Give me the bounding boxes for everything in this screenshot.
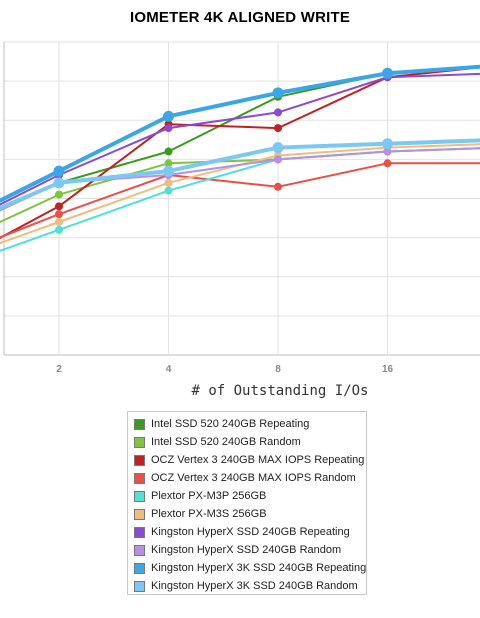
legend-label: Kingston HyperX SSD 240GB Repeating	[151, 526, 350, 538]
data-point	[164, 159, 173, 168]
legend-swatch	[134, 490, 145, 502]
legend-item: Kingston HyperX SSD 240GB Repeating	[128, 523, 366, 541]
data-point	[163, 110, 174, 122]
series-line	[0, 66, 480, 240]
data-point	[53, 165, 65, 177]
data-point	[272, 142, 284, 154]
legend-swatch	[134, 418, 145, 430]
data-point	[383, 147, 392, 156]
legend-item: OCZ Vertex 3 240GB MAX IOPS Random	[128, 469, 366, 487]
data-point	[274, 124, 282, 133]
chart-legend: Intel SSD 520 240GB Repeating Intel SSD 5…	[127, 411, 367, 595]
x-tick-label: 16	[382, 364, 394, 375]
legend-item: OCZ Vertex 3 240GB MAX IOPS Repeating	[128, 451, 366, 469]
x-axis-label: # of Outstanding I/Os	[191, 383, 369, 399]
data-point	[164, 178, 173, 187]
x-tick-labels: 2 4 8 16	[56, 364, 393, 375]
legend-label: Intel SSD 520 240GB Repeating	[151, 418, 310, 430]
x-tick-label: 4	[166, 364, 172, 375]
series-line	[0, 64, 480, 203]
data-point	[55, 202, 63, 211]
data-point	[272, 87, 284, 99]
legend-label: OCZ Vertex 3 240GB MAX IOPS Repeating	[151, 454, 365, 466]
legend-swatch	[134, 472, 145, 484]
legend-item: Intel SSD 520 240GB Random	[128, 433, 366, 451]
chart-title: IOMETER 4K ALIGNED WRITE	[129, 9, 351, 26]
legend-item: Plextor PX-M3S 256GB	[128, 505, 366, 523]
series-5	[0, 143, 480, 245]
data-point	[164, 186, 173, 195]
series-line	[0, 138, 480, 211]
legend-label: Plextor PX-M3S 256GB	[151, 508, 267, 520]
legend-swatch	[134, 436, 145, 448]
legend-item: Kingston HyperX 3K SSD 240GB Repeating	[128, 559, 366, 577]
data-point	[274, 182, 282, 191]
legend-swatch	[134, 508, 145, 520]
legend-swatch	[134, 544, 145, 556]
series-line	[0, 72, 480, 206]
series-line	[0, 65, 480, 212]
data-point	[274, 155, 282, 164]
legend-item: Intel SSD 520 240GB Repeating	[128, 415, 366, 433]
data-point	[55, 210, 63, 219]
legend-item: Kingston HyperX SSD 240GB Random	[128, 541, 366, 559]
legend-label: Kingston HyperX 3K SSD 240GB Random	[151, 580, 358, 592]
legend-label: Kingston HyperX SSD 240GB Random	[151, 544, 342, 556]
legend-item: Kingston HyperX 3K SSD 240GB Random	[128, 577, 366, 595]
legend-label: OCZ Vertex 3 240GB MAX IOPS Random	[151, 472, 356, 484]
series-0	[0, 65, 480, 212]
data-point	[383, 159, 392, 168]
legend-swatch	[134, 526, 145, 538]
data-point	[164, 124, 173, 133]
chart-series-lines	[0, 64, 480, 252]
data-point	[55, 225, 63, 234]
legend-swatch	[134, 562, 145, 574]
data-point	[164, 147, 173, 156]
legend-label: Plextor PX-M3P 256GB	[151, 490, 267, 502]
series-line	[0, 143, 480, 245]
data-point	[55, 217, 63, 226]
series-line	[0, 162, 480, 239]
data-point	[382, 67, 393, 79]
line-chart: 2 4 8 16	[0, 41, 480, 375]
series-3	[0, 159, 480, 239]
data-point	[274, 108, 282, 117]
x-tick-label: 8	[275, 364, 281, 375]
data-point	[163, 165, 174, 177]
legend-item: Plextor PX-M3P 256GB	[128, 487, 366, 505]
legend-swatch	[134, 454, 145, 466]
data-point	[53, 177, 65, 189]
legend-label: Intel SSD 520 240GB Random	[151, 436, 301, 448]
legend-swatch	[134, 580, 145, 592]
data-point	[382, 138, 393, 150]
series-8	[0, 64, 480, 203]
legend-label: Kingston HyperX 3K SSD 240GB Repeating	[151, 562, 367, 574]
series-9	[0, 138, 480, 211]
x-tick-label: 2	[56, 364, 62, 375]
chart-grid	[3, 41, 480, 356]
data-point	[55, 190, 63, 199]
